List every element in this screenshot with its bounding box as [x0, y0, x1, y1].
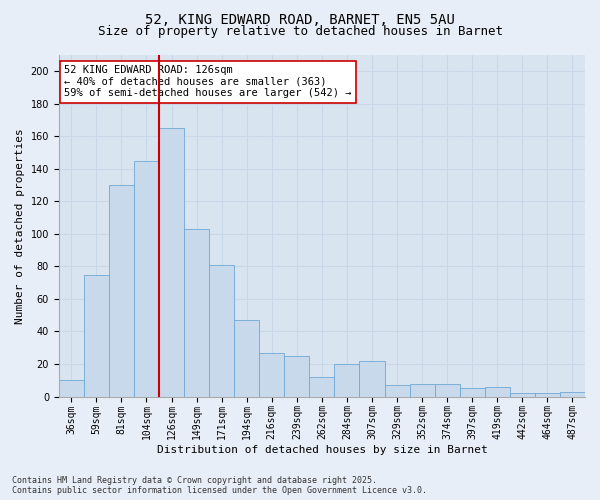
Bar	[59, 380, 84, 396]
Bar	[284, 356, 310, 397]
Bar	[109, 185, 134, 396]
Bar	[485, 387, 510, 396]
Bar	[184, 229, 209, 396]
Bar	[209, 265, 234, 396]
Text: Contains HM Land Registry data © Crown copyright and database right 2025.
Contai: Contains HM Land Registry data © Crown c…	[12, 476, 427, 495]
Bar	[234, 320, 259, 396]
X-axis label: Distribution of detached houses by size in Barnet: Distribution of detached houses by size …	[157, 445, 487, 455]
Bar	[560, 392, 585, 396]
Bar	[334, 364, 359, 396]
Text: 52 KING EDWARD ROAD: 126sqm
← 40% of detached houses are smaller (363)
59% of se: 52 KING EDWARD ROAD: 126sqm ← 40% of det…	[64, 65, 352, 98]
Bar	[535, 394, 560, 396]
Bar	[385, 385, 410, 396]
Y-axis label: Number of detached properties: Number of detached properties	[15, 128, 25, 324]
Bar	[310, 377, 334, 396]
Bar	[460, 388, 485, 396]
Bar	[359, 361, 385, 396]
Bar	[84, 274, 109, 396]
Text: 52, KING EDWARD ROAD, BARNET, EN5 5AU: 52, KING EDWARD ROAD, BARNET, EN5 5AU	[145, 12, 455, 26]
Text: Size of property relative to detached houses in Barnet: Size of property relative to detached ho…	[97, 25, 503, 38]
Bar	[159, 128, 184, 396]
Bar	[510, 394, 535, 396]
Bar	[410, 384, 434, 396]
Bar	[259, 352, 284, 397]
Bar	[434, 384, 460, 396]
Bar	[134, 160, 159, 396]
